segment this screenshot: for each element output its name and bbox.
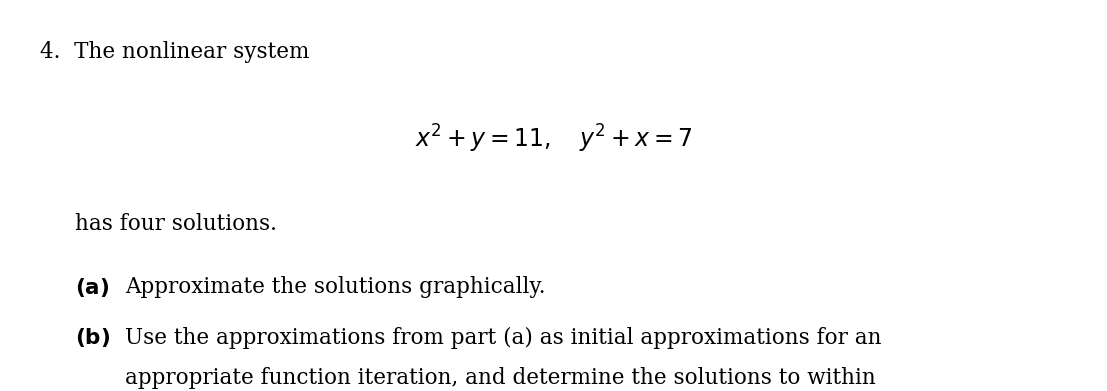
Text: $\mathbf{(b)}$: $\mathbf{(b)}$ <box>75 326 111 350</box>
Text: appropriate function iteration, and determine the solutions to within: appropriate function iteration, and dete… <box>125 367 876 389</box>
Text: $\mathbf{(a)}$: $\mathbf{(a)}$ <box>75 276 110 299</box>
Text: Use the approximations from part (a) as initial approximations for an: Use the approximations from part (a) as … <box>125 326 881 349</box>
Text: has four solutions.: has four solutions. <box>75 213 277 235</box>
Text: $x^2 + y = 11, \quad y^2 + x = 7$: $x^2 + y = 11, \quad y^2 + x = 7$ <box>415 123 692 155</box>
Text: 4.  The nonlinear system: 4. The nonlinear system <box>40 41 309 63</box>
Text: Approximate the solutions graphically.: Approximate the solutions graphically. <box>125 276 546 298</box>
